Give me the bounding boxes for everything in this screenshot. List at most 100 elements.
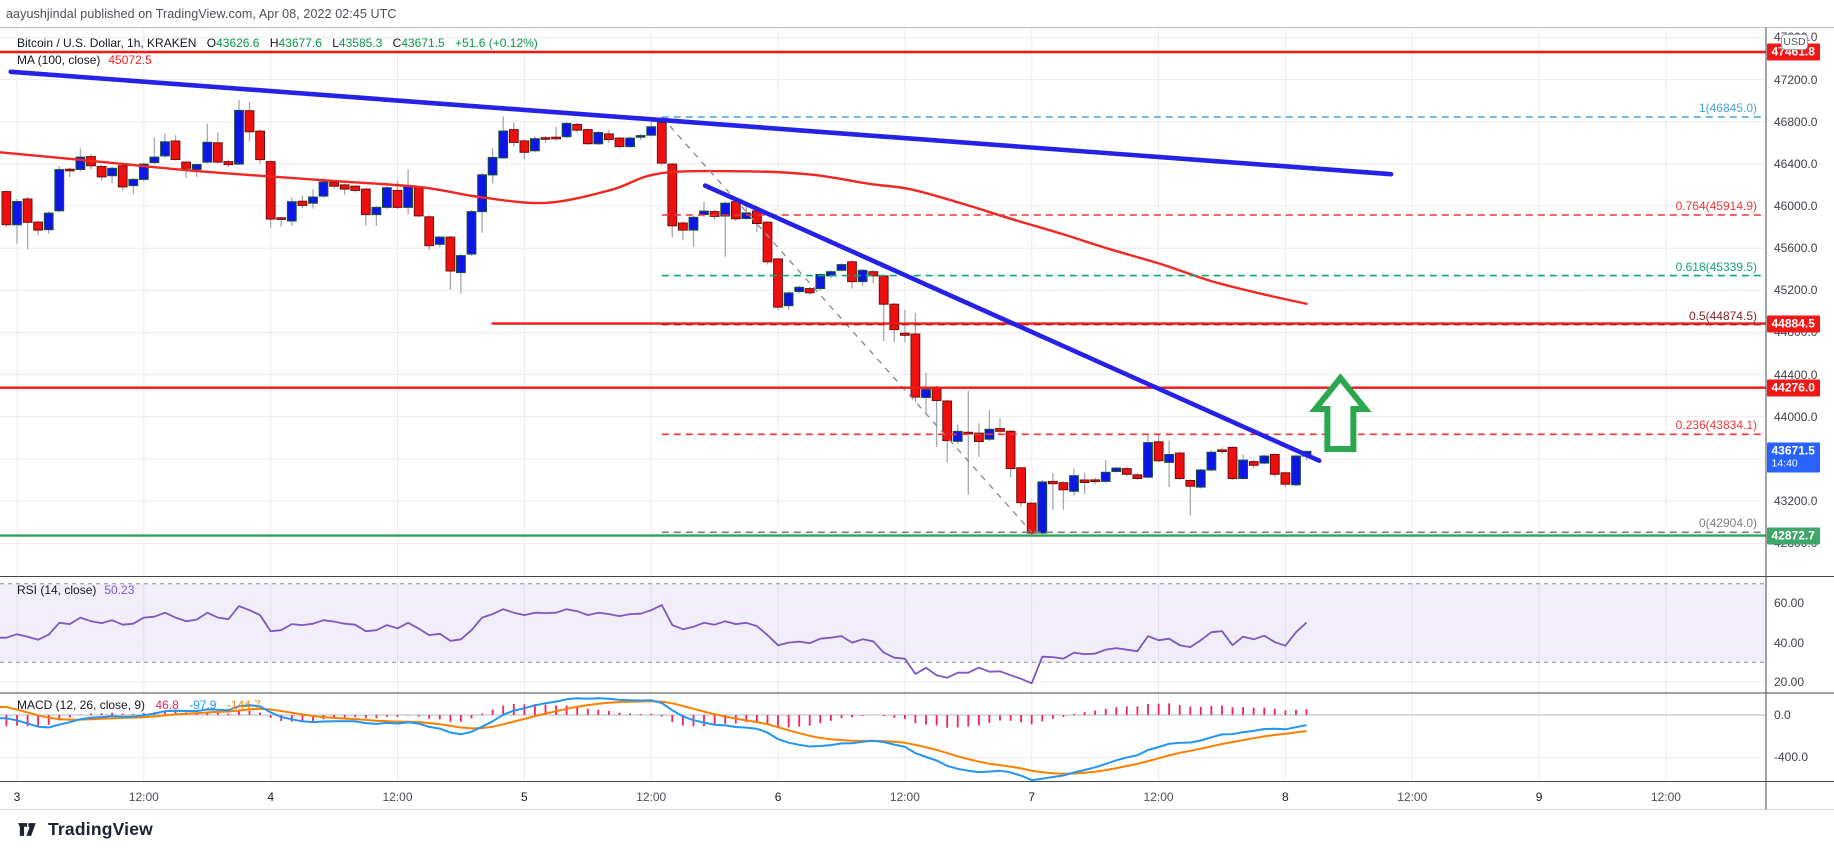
- trendline-1: [8, 69, 1394, 177]
- candle: [667, 163, 678, 227]
- candle: [1132, 474, 1143, 479]
- candle: [382, 187, 392, 208]
- time-axis-label: 5: [521, 790, 528, 804]
- candle: [709, 211, 720, 217]
- candle: [339, 184, 350, 190]
- candle: [350, 185, 361, 191]
- candle: [96, 166, 107, 178]
- candle: [1174, 452, 1185, 480]
- ma-label[interactable]: MA (100, close): [17, 53, 101, 67]
- grid-price: [0, 36, 1766, 544]
- candle: [773, 258, 783, 308]
- candle: [593, 132, 604, 145]
- macd-legend: MACD (12, 26, close, 9) 46.8 -97.9 -144.…: [17, 698, 261, 712]
- candle: [1069, 475, 1079, 492]
- trendline-2: [702, 183, 1322, 464]
- candle: [54, 169, 65, 212]
- macd-histogram: [5, 703, 1308, 728]
- rsi-value: 50.23: [104, 583, 135, 597]
- time-axis-label: 12:00: [1143, 790, 1174, 804]
- candle: [276, 217, 287, 220]
- candle: [995, 428, 1005, 432]
- candle: [1090, 479, 1100, 482]
- symbol-title[interactable]: Bitcoin / U.S. Dollar, 1h, KRAKEN: [17, 36, 197, 50]
- rsi-line: [0, 604, 1308, 685]
- candle: [519, 140, 530, 153]
- candle: [498, 130, 509, 159]
- macd-axis-label: 0.0: [1774, 707, 1791, 722]
- candle: [910, 333, 921, 398]
- candle: [466, 211, 477, 255]
- time-axis-label: 4: [267, 790, 275, 804]
- macd-name[interactable]: MACD (12, 26, close, 9): [17, 697, 146, 712]
- candle: [255, 130, 265, 161]
- candle: [582, 129, 593, 145]
- candle: [212, 142, 223, 163]
- candle: [64, 168, 75, 172]
- horizontal-lines: [0, 50, 1766, 537]
- candle: [1259, 455, 1270, 464]
- price-axis-label: 44400.0: [1774, 367, 1818, 382]
- candle: [1058, 482, 1069, 491]
- candle: [1037, 481, 1048, 534]
- currency-badge[interactable]: USD: [1781, 34, 1808, 50]
- candle: [434, 236, 445, 245]
- macd-hist-value: 46.8: [155, 697, 179, 712]
- time-scale-axis[interactable]: [0, 782, 1766, 809]
- fib-level-label: 0.764(45914.9): [1675, 199, 1757, 213]
- candle: [1, 191, 12, 226]
- candle: [1079, 479, 1090, 483]
- candle: [1153, 441, 1164, 462]
- candle: [625, 137, 636, 148]
- candle: [1016, 467, 1027, 504]
- price-axis-label: 45600.0: [1774, 241, 1818, 256]
- candle: [720, 202, 731, 217]
- fib-level-label: 0.5(44874.5): [1688, 308, 1757, 323]
- price-label-box: 44884.5: [1766, 315, 1820, 333]
- ma100-line: [0, 151, 1308, 305]
- candle: [12, 201, 22, 226]
- candles: [1, 99, 1312, 536]
- candle: [730, 201, 741, 220]
- candle: [530, 138, 540, 152]
- time-axis-label: 12:00: [128, 790, 159, 804]
- candle: [551, 136, 562, 140]
- candle: [424, 216, 435, 247]
- time-axis-label: 12:00: [1650, 790, 1681, 804]
- candle: [234, 109, 244, 165]
- candle: [1291, 455, 1301, 486]
- candle: [1185, 480, 1196, 487]
- candle: [456, 255, 466, 274]
- candle: [297, 200, 308, 206]
- candle: [699, 210, 709, 216]
- tradingview-logo[interactable]: TradingView: [18, 819, 153, 840]
- price-change: +51.6 (+0.12%): [455, 36, 538, 50]
- candle: [477, 174, 488, 213]
- candle: [1100, 471, 1111, 482]
- price-axis-label: 47200.0: [1774, 72, 1818, 87]
- candle: [1269, 454, 1280, 475]
- candle: [413, 187, 424, 217]
- candle: [33, 221, 44, 231]
- candle: [1206, 451, 1217, 471]
- candle: [1195, 469, 1206, 488]
- time-axis-label: 9: [1535, 790, 1543, 804]
- rsi-name[interactable]: RSI (14, close): [17, 583, 97, 597]
- candle: [804, 288, 815, 294]
- candle: [540, 137, 551, 140]
- macd-value: -97.9: [189, 697, 217, 712]
- candle: [931, 387, 942, 402]
- chart-legend: Bitcoin / U.S. Dollar, 1h, KRAKEN O43626…: [17, 36, 538, 50]
- price-axis-label: 45200.0: [1774, 283, 1818, 298]
- candle: [688, 216, 699, 231]
- candle: [487, 156, 498, 176]
- candle: [149, 156, 160, 164]
- candle: [244, 110, 255, 133]
- rsi-axis-label: 60.00: [1774, 596, 1805, 611]
- candle: [223, 161, 234, 166]
- candle: [445, 236, 456, 272]
- candle: [678, 222, 688, 231]
- candle: [107, 167, 117, 177]
- fib-level-label: 1(46845.0): [1698, 100, 1757, 115]
